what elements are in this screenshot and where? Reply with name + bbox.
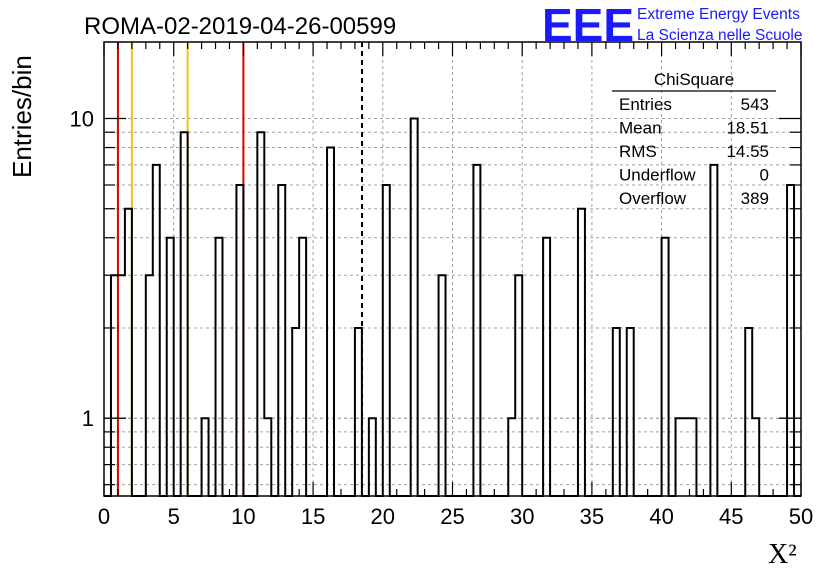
x-tick-label: 45: [719, 504, 743, 529]
histogram-bin: [515, 275, 522, 496]
histogram-bin: [167, 238, 174, 496]
stats-value: 389: [741, 189, 769, 208]
y-tick-label: 1: [82, 406, 94, 431]
histogram-bin: [153, 165, 160, 496]
x-tick-label: 25: [440, 504, 464, 529]
histogram-bin: [257, 132, 264, 496]
histogram-bin: [299, 238, 306, 496]
histogram-bin: [355, 328, 362, 496]
histogram-bin: [292, 328, 299, 496]
histogram-bin: [787, 185, 794, 496]
histogram-bin: [118, 275, 125, 496]
x-tick-label: 50: [789, 504, 813, 529]
run-title: ROMA-02-2019-04-26-00599: [84, 13, 396, 40]
stats-label: RMS: [619, 142, 657, 161]
histogram-bin: [745, 328, 752, 496]
stats-value: 0: [760, 166, 769, 185]
histogram-bin: [383, 185, 390, 496]
histogram-bin: [439, 275, 446, 496]
histogram-bin: [236, 185, 243, 496]
stats-value: 18.51: [726, 119, 769, 138]
x-tick-label: 15: [301, 504, 325, 529]
x-tick-label: 30: [510, 504, 534, 529]
x-tick-label: 5: [168, 504, 180, 529]
stats-label: Mean: [619, 119, 662, 138]
logo-line-1: Extreme Energy Events: [637, 6, 800, 23]
stats-value: 14.55: [726, 142, 769, 161]
x-tick-label: 20: [371, 504, 395, 529]
stats-value: 543: [741, 95, 769, 114]
x-tick-label: 35: [580, 504, 604, 529]
histogram-bin: [327, 148, 334, 496]
x-tick-label: 10: [231, 504, 255, 529]
histogram-bin: [543, 238, 550, 496]
histogram-bin: [578, 209, 585, 496]
x-axis-title: X²: [768, 539, 797, 570]
marker-lines: [116, 42, 364, 496]
histogram-bin: [411, 119, 418, 496]
stats-box: ChiSquare Entries 543 Mean 18.51 RMS 14.55 Und…: [612, 70, 776, 208]
stats-label: Underflow: [619, 166, 696, 185]
x-tick-label: 40: [649, 504, 673, 529]
histogram-bin: [613, 328, 620, 496]
y-axis-title: Entries/bin: [7, 55, 37, 178]
y-tick-label: 10: [70, 107, 94, 132]
stats-title: ChiSquare: [654, 70, 734, 89]
histogram-bin: [662, 238, 669, 496]
y-axis-ticks: 1 10: [70, 107, 801, 486]
x-tick-label: 0: [98, 504, 110, 529]
histogram-bin: [278, 185, 285, 496]
logo-line-2: La Scienza nelle Scuole: [637, 27, 802, 44]
histogram-bin: [146, 275, 153, 496]
histogram-bin: [627, 328, 634, 496]
stats-label: Entries: [619, 95, 672, 114]
histogram-bin: [181, 132, 188, 496]
x-axis-ticks: 0 5 10 15 20 25 30 35 40 45 50: [98, 42, 813, 529]
histogram-bin: [111, 275, 118, 496]
histogram-bin: [710, 165, 717, 496]
histogram-bin: [216, 238, 223, 496]
histogram-bin: [125, 209, 132, 496]
histogram-bin: [473, 165, 480, 496]
stats-label: Overflow: [619, 189, 687, 208]
